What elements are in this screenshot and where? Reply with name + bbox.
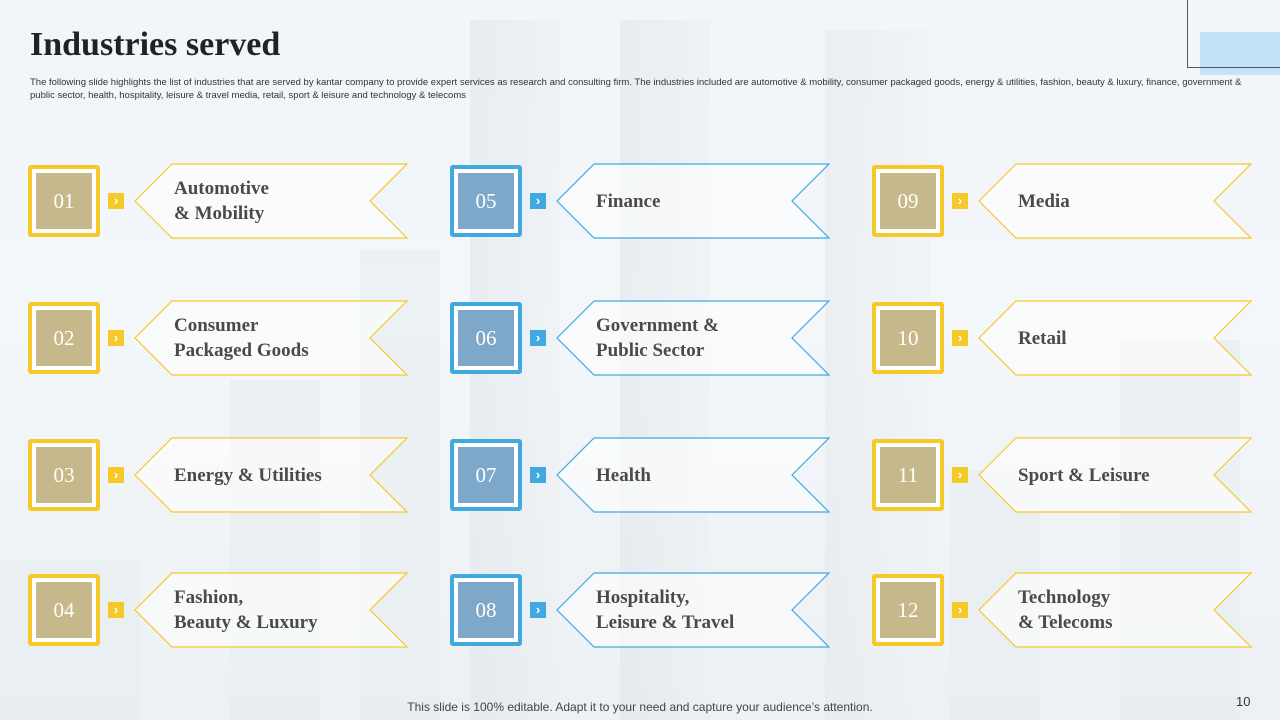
industry-label: Health bbox=[596, 464, 651, 486]
number-box: 05 bbox=[450, 165, 522, 237]
number-label: 10 bbox=[880, 310, 936, 366]
chevron-right-icon: › bbox=[952, 330, 968, 346]
industry-card[interactable]: 11 › Sport & Leisure bbox=[872, 437, 1252, 513]
ribbon-shape bbox=[978, 437, 1252, 513]
chevron-right-icon: › bbox=[952, 467, 968, 483]
number-box: 12 bbox=[872, 574, 944, 646]
industry-card[interactable]: 01 › Automotive & Mobility bbox=[28, 163, 408, 239]
chevron-right-icon: › bbox=[530, 330, 546, 346]
number-box: 11 bbox=[872, 439, 944, 511]
ribbon-shape bbox=[978, 163, 1252, 239]
number-label: 07 bbox=[458, 447, 514, 503]
number-label: 09 bbox=[880, 173, 936, 229]
number-box: 06 bbox=[450, 302, 522, 374]
industry-card[interactable]: 03 › Energy & Utilities bbox=[28, 437, 408, 513]
industry-label: Retail bbox=[1018, 327, 1067, 349]
industry-label: Finance bbox=[596, 190, 661, 212]
slide-title: Industries served bbox=[30, 26, 281, 63]
number-label: 06 bbox=[458, 310, 514, 366]
number-label: 05 bbox=[458, 173, 514, 229]
chevron-right-icon: › bbox=[952, 193, 968, 209]
industry-card[interactable]: 07 › Health bbox=[450, 437, 830, 513]
industry-card[interactable]: 10 › Retail bbox=[872, 300, 1252, 376]
ribbon-shape bbox=[134, 300, 408, 376]
number-box: 03 bbox=[28, 439, 100, 511]
chevron-right-icon: › bbox=[108, 193, 124, 209]
industry-card[interactable]: 02 › Consumer Packaged Goods bbox=[28, 300, 408, 376]
number-box: 04 bbox=[28, 574, 100, 646]
ribbon-shape bbox=[556, 572, 830, 648]
number-box: 02 bbox=[28, 302, 100, 374]
industry-card[interactable]: 05 › Finance bbox=[450, 163, 830, 239]
number-label: 03 bbox=[36, 447, 92, 503]
industry-card[interactable]: 06 › Government & Public Sector bbox=[450, 300, 830, 376]
number-label: 01 bbox=[36, 173, 92, 229]
industry-card[interactable]: 08 › Hospitality, Leisure & Travel bbox=[450, 572, 830, 648]
ribbon-shape bbox=[978, 572, 1252, 648]
ribbon-shape bbox=[134, 437, 408, 513]
chevron-right-icon: › bbox=[530, 602, 546, 618]
industry-card[interactable]: 09 › Media bbox=[872, 163, 1252, 239]
industry-label: Technology & Telecoms bbox=[1018, 587, 1113, 633]
ribbon-shape bbox=[556, 437, 830, 513]
chevron-right-icon: › bbox=[108, 467, 124, 483]
number-box: 10 bbox=[872, 302, 944, 374]
industry-label: Consumer Packaged Goods bbox=[174, 315, 309, 361]
number-label: 04 bbox=[36, 582, 92, 638]
chevron-right-icon: › bbox=[952, 602, 968, 618]
page-number: 10 bbox=[1236, 694, 1251, 709]
number-label: 11 bbox=[880, 447, 936, 503]
industry-label: Energy & Utilities bbox=[174, 464, 322, 486]
chevron-right-icon: › bbox=[108, 602, 124, 618]
ribbon-shape bbox=[556, 163, 830, 239]
corner-accent-frame bbox=[1187, 0, 1280, 68]
slide-description: The following slide highlights the list … bbox=[30, 77, 1242, 101]
chevron-right-icon: › bbox=[530, 467, 546, 483]
industry-label: Hospitality, Leisure & Travel bbox=[596, 587, 735, 633]
number-box: 08 bbox=[450, 574, 522, 646]
industry-card[interactable]: 04 › Fashion, Beauty & Luxury bbox=[28, 572, 408, 648]
number-label: 12 bbox=[880, 582, 936, 638]
ribbon-shape bbox=[134, 572, 408, 648]
industry-label: Sport & Leisure bbox=[1018, 464, 1150, 486]
ribbon-shape bbox=[556, 300, 830, 376]
industry-label: Fashion, Beauty & Luxury bbox=[174, 587, 318, 633]
ribbon-shape bbox=[134, 163, 408, 239]
slide-footer: This slide is 100% editable. Adapt it to… bbox=[407, 700, 873, 714]
number-box: 09 bbox=[872, 165, 944, 237]
number-label: 08 bbox=[458, 582, 514, 638]
number-label: 02 bbox=[36, 310, 92, 366]
industry-label: Government & Public Sector bbox=[596, 315, 719, 361]
industry-label: Media bbox=[1018, 190, 1070, 212]
chevron-right-icon: › bbox=[530, 193, 546, 209]
industry-card[interactable]: 12 › Technology & Telecoms bbox=[872, 572, 1252, 648]
number-box: 01 bbox=[28, 165, 100, 237]
number-box: 07 bbox=[450, 439, 522, 511]
industry-label: Automotive & Mobility bbox=[174, 178, 269, 224]
ribbon-shape bbox=[978, 300, 1252, 376]
chevron-right-icon: › bbox=[108, 330, 124, 346]
